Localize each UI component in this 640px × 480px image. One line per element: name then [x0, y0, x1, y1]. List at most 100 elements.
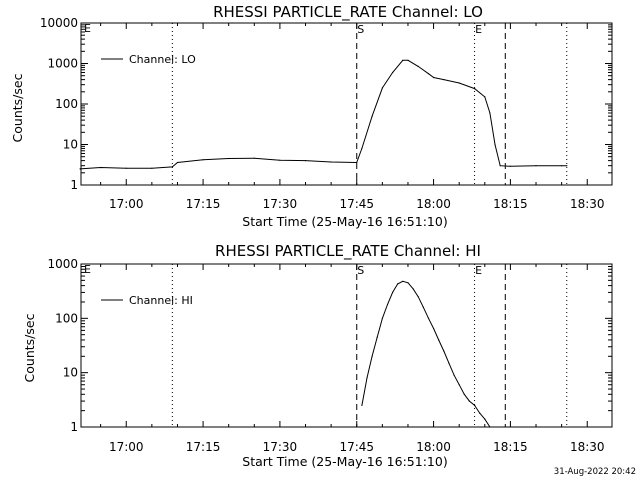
data-point [489, 112, 491, 114]
data-point [458, 384, 460, 386]
data-point [202, 159, 204, 161]
x-tick-label: 18:15 [493, 440, 528, 454]
y-tick-label: 1 [70, 178, 78, 192]
data-point [100, 166, 102, 169]
data-point [448, 362, 450, 364]
data-point [366, 377, 368, 379]
data-point [397, 283, 399, 285]
data-point [463, 393, 465, 395]
data-point [427, 317, 430, 319]
marker-label-e: E [475, 23, 482, 36]
data-point [484, 418, 486, 420]
plot-frame [80, 263, 613, 428]
data-point [494, 143, 496, 146]
plot-area-lo: 17:00 17:15 17:30 17:45 18:00 18:15 18:30 1 10 10… [40, 16, 613, 211]
data-point [356, 161, 358, 164]
data-point [279, 159, 281, 161]
x-tick-label: 17:00 [109, 440, 144, 454]
data-point [453, 374, 455, 376]
data-point [407, 59, 409, 61]
data-point [402, 59, 404, 61]
y-tick-label: 10 [63, 138, 78, 152]
data-point [433, 327, 435, 330]
x-tick-label: 18:00 [416, 440, 451, 454]
data-point [371, 115, 373, 117]
timestamp-stamp: 31-Aug-2022 20:42 [554, 467, 636, 477]
x-axis-label-lo: Start Time (25-May-16 16:51:10) [242, 214, 447, 229]
data-point [386, 303, 389, 306]
x-axis-label-hi: Start Time (25-May-16 16:51:10) [242, 454, 447, 469]
series-line [361, 280, 491, 428]
x-tick-label: 18:30 [570, 197, 605, 211]
data-point [361, 147, 363, 149]
data-point [304, 160, 307, 162]
data-point [438, 339, 440, 341]
data-point [417, 65, 419, 67]
data-point [499, 165, 501, 167]
plot-frame [80, 22, 613, 186]
x-tick-label: 17:15 [186, 197, 221, 211]
data-point [484, 96, 486, 98]
data-point [392, 291, 394, 293]
series-line [80, 59, 567, 170]
data-point [330, 161, 332, 163]
data-point [422, 306, 424, 308]
data-point [171, 166, 173, 168]
data-point [566, 165, 568, 167]
marker-label-s: S [357, 264, 364, 277]
data-point [443, 79, 445, 81]
x-tick-label: 18:30 [570, 440, 605, 454]
data-point [361, 404, 363, 406]
data-point [561, 165, 563, 167]
y-tick-label: 10000 [40, 16, 78, 30]
data-point [151, 167, 153, 169]
data-point [535, 165, 537, 167]
marker-label-e-start: E [84, 263, 91, 276]
y-tick-label: 1000 [47, 257, 78, 271]
x-tick-label: 17:45 [339, 440, 374, 454]
data-point [479, 412, 481, 414]
data-point [79, 168, 81, 170]
data-point [433, 76, 435, 79]
y-tick-label: 10 [63, 366, 78, 380]
plot-area-hi: 17:00 17:15 17:30 17:45 18:00 18:15 18:30 1 10 10… [47, 257, 613, 454]
y-axis-label-lo: Counts/sec [10, 73, 25, 142]
x-tick-label: 17:45 [339, 197, 374, 211]
data-point [228, 157, 230, 160]
data-point [412, 288, 414, 290]
x-tick-label: 17:00 [109, 197, 144, 211]
data-point [376, 336, 378, 338]
data-point [381, 317, 383, 319]
data-point [417, 296, 419, 298]
data-point [443, 350, 445, 352]
legend-label: Channel: HI [129, 294, 193, 307]
data-point [253, 157, 255, 159]
data-point [176, 161, 179, 164]
chart-title-lo: RHESSI PARTICLE_RATE Channel: LO [213, 3, 483, 22]
x-tick-label: 18:00 [416, 197, 451, 211]
x-tick-label: 18:15 [493, 197, 528, 211]
chart-title-hi: RHESSI PARTICLE_RATE Channel: HI [215, 242, 481, 261]
legend-label: Channel: LO [129, 53, 196, 66]
data-point [468, 400, 470, 402]
data-point [381, 87, 383, 89]
data-point [474, 404, 476, 406]
data-point [402, 280, 404, 282]
y-tick-label: 100 [55, 97, 78, 111]
data-point [392, 71, 394, 74]
data-point [371, 355, 373, 357]
data-point [509, 165, 511, 167]
data-point [458, 82, 460, 84]
data-point [474, 88, 476, 90]
data-point [427, 73, 430, 75]
marker-label-e: E [475, 264, 482, 277]
data-point [125, 167, 127, 169]
y-axis-label-hi: Counts/sec [22, 313, 37, 382]
y-tick-label: 100 [55, 311, 78, 325]
data-point [407, 282, 409, 284]
x-tick-label: 17:15 [186, 440, 221, 454]
marker-label-s: S [357, 23, 364, 36]
marker-label-e-start: E [84, 22, 91, 35]
